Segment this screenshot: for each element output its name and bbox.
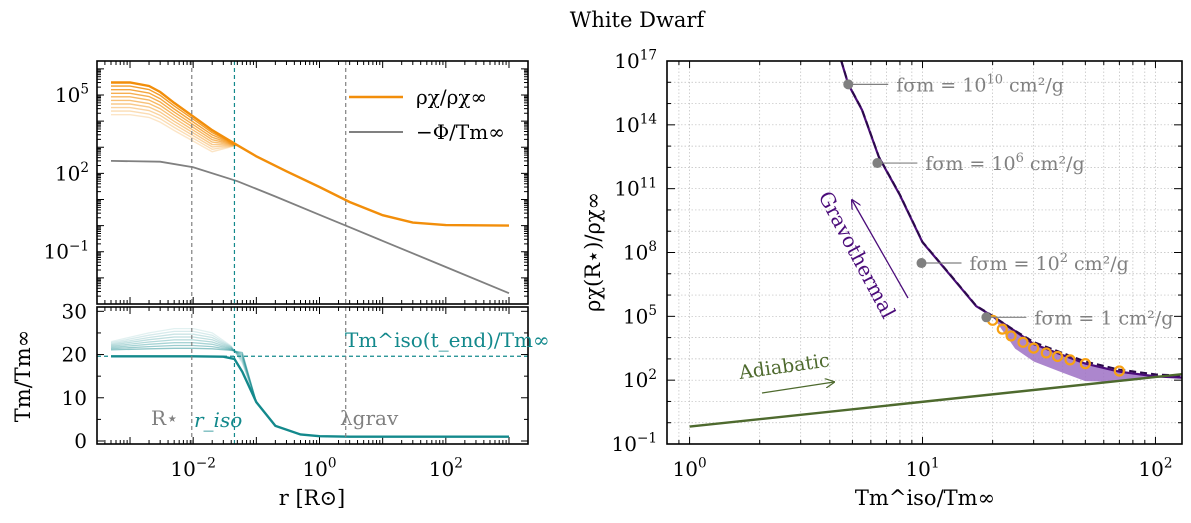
cross-section-point: [872, 158, 883, 169]
bottom-left-xlabel: r [R⊙]: [279, 486, 346, 510]
simulation-point: [1113, 365, 1125, 377]
lambda-label: λgrav: [340, 406, 399, 430]
right-ytick-label: 105: [623, 303, 657, 328]
simulation-point: [1040, 347, 1052, 359]
right-ytick-label: 102: [623, 367, 657, 392]
top-left-ytick-label: 105: [55, 82, 89, 107]
right-ytick-label: 10−1: [612, 431, 658, 456]
right-ytick-label: 1011: [614, 175, 657, 200]
bottom-left-xtick-label: 102: [429, 456, 463, 481]
top-left-frame: [96, 60, 529, 305]
bottom-left-xtick-label: 100: [302, 456, 336, 481]
right-frame: [666, 60, 1183, 445]
bottom-left-ylabel: Tm/Tm∞: [11, 330, 35, 422]
legend-rho-label: ρχ/ρχ∞: [416, 85, 487, 109]
simulation-point: [996, 323, 1008, 335]
top-left-ytick-label: 10−1: [44, 238, 90, 263]
adiabatic-line: [689, 373, 1182, 428]
rho-curve: [111, 81, 510, 227]
right-panel: 10−1 102 105 108 1011 1014 1017 100 101 102 fσm …: [581, 48, 1183, 510]
bottom-left-ytick-label: 20: [62, 343, 87, 367]
bottom-left-ytick-label: 0: [74, 429, 87, 453]
bottom-left-panel: 0 10 20 30 10−2 100 102 R⋆ r_iso λgrav Tm^iso…: [11, 299, 550, 510]
cross-section-label: fσm = 102 cm²/g: [969, 251, 1128, 275]
phi-curve: [110, 160, 510, 295]
cross-section-label: fσm = 106 cm²/g: [925, 151, 1084, 175]
right-ytick-label: 108: [623, 239, 657, 264]
simulation-point: [1028, 342, 1040, 354]
adiabatic-arrow: [761, 382, 834, 394]
riso-label: r_iso: [194, 408, 242, 432]
bottom-left-xtick-label: 10−2: [170, 456, 216, 481]
right-ytick-labels: 10−1 102 105 108 1011 1014 1017: [612, 48, 658, 456]
simulation-point: [1005, 330, 1017, 342]
bottom-left-ytick-label: 30: [62, 299, 87, 323]
simulation-point: [1079, 358, 1091, 370]
tiso-label: Tm^iso(t_end)/Tm∞: [345, 328, 550, 352]
gravothermal-label: Gravothermal: [814, 187, 901, 322]
cross-section-labels: fσm = 1010 cm²/g fσm = 106 cm²/g fσm = 102…: [896, 72, 1173, 329]
cross-section-label: fσm = 1 cm²/g: [1034, 307, 1173, 329]
top-left-ytick-label: 102: [55, 160, 89, 185]
right-ylabel: ρχ(R⋆)/ρχ∞: [581, 192, 605, 312]
top-left-ytick-labels: 10−1 102 105: [44, 82, 90, 264]
rstar-label: R⋆: [151, 406, 179, 430]
simulation-point: [1017, 336, 1029, 348]
right-xtick-label: 100: [673, 456, 707, 481]
bottom-left-ytick-label: 10: [62, 386, 87, 410]
temperature-curve: [111, 355, 509, 438]
gravothermal-dashed-curve: [840, 61, 1182, 377]
top-left-panel: 10−1 102 105 ρχ/ρχ∞ −Φ/Tm∞: [44, 60, 529, 305]
bottom-left-frame: [96, 306, 529, 445]
bottom-left-ytick-labels: 0 10 20 30: [62, 299, 87, 453]
figure-title: White Dwarf: [570, 8, 707, 32]
gravothermal-arrow: [852, 200, 909, 299]
legend-phi-label: −Φ/Tm∞: [416, 120, 505, 144]
adiabatic-label: Adiabatic: [737, 349, 831, 384]
right-xtick-label: 102: [1138, 456, 1172, 481]
cross-section-points: [843, 79, 1027, 323]
right-ytick-label: 1014: [614, 111, 657, 136]
cross-section-point: [916, 258, 927, 269]
cross-section-point: [981, 312, 992, 323]
right-ytick-label: 1017: [614, 48, 657, 73]
bottom-left-xtick-labels: 10−2 100 102: [170, 456, 462, 481]
right-xlabel: Tm^iso/Tm∞: [855, 486, 995, 510]
cross-section-label: fσm = 1010 cm²/g: [896, 72, 1064, 96]
right-xtick-labels: 100 101 102: [673, 456, 1173, 481]
legend: ρχ/ρχ∞ −Φ/Tm∞: [349, 85, 505, 144]
simulation-point: [1064, 354, 1076, 366]
simulation-point: [1051, 350, 1064, 363]
right-xtick-label: 101: [905, 456, 939, 481]
cross-section-point: [843, 79, 854, 90]
